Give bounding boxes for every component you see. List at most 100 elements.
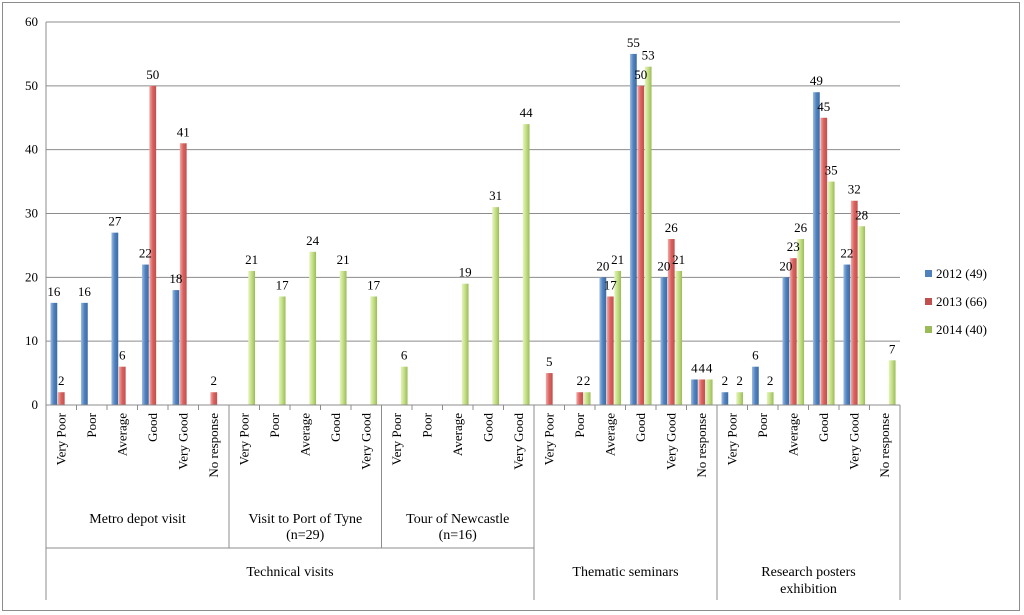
data-label: 35 [825, 163, 838, 178]
legend-swatch [925, 298, 932, 305]
data-label: 19 [459, 265, 472, 280]
group-label: Tour of Newcastle [406, 512, 509, 527]
data-label: 17 [367, 277, 381, 292]
bar-2014 [492, 207, 500, 405]
data-label: 2 [722, 373, 729, 388]
category-label: No response [206, 413, 221, 478]
bar-2012 [599, 277, 607, 405]
bar-2013 [118, 366, 126, 405]
bar-2014 [461, 283, 469, 405]
bar-2013 [210, 392, 218, 405]
top-group-label-sub: exhibition [780, 582, 837, 597]
bar-2012 [751, 366, 759, 405]
category-label: Good [145, 413, 160, 442]
data-label: 49 [810, 73, 823, 88]
category-label: Very Poor [53, 412, 68, 465]
bar-2012 [690, 379, 698, 405]
bar-2012 [50, 302, 58, 405]
bar-2013 [637, 85, 645, 405]
legend-label: 2014 (40) [936, 322, 987, 337]
gridlines [46, 21, 900, 342]
data-label: 20 [657, 258, 670, 273]
category-label: Very Good [511, 413, 526, 470]
data-label: 16 [47, 284, 61, 299]
bars [50, 53, 896, 406]
top-group-label: Thematic seminars [572, 565, 678, 580]
top-group-label: Research posters [761, 565, 855, 580]
data-label: 26 [665, 220, 679, 235]
bar-2013 [576, 392, 584, 405]
data-label: 21 [672, 252, 685, 267]
y-tick-label: 10 [25, 333, 38, 348]
bar-2012 [782, 277, 790, 405]
bar-2013 [606, 296, 614, 405]
bar-2014 [400, 366, 408, 405]
bar-2013 [820, 117, 828, 405]
data-label: 32 [848, 182, 861, 197]
data-label: 55 [627, 35, 640, 50]
category-label: No response [877, 413, 892, 478]
bar-2012 [812, 92, 820, 405]
category-label: Very Poor [236, 412, 251, 465]
bar-2012 [172, 290, 180, 405]
legend-label: 2012 (49) [936, 266, 987, 281]
bar-2012 [141, 264, 149, 405]
category-label: Poor [84, 412, 99, 437]
bar-2014 [614, 270, 622, 405]
bar-2013 [179, 143, 187, 406]
bar-2014 [309, 251, 317, 405]
bar-2014 [370, 296, 378, 405]
bar-2014 [522, 124, 530, 405]
bar-2013 [667, 239, 675, 405]
category-label: Poor [419, 412, 434, 437]
category-label: Very Good [358, 413, 373, 470]
bar-2012 [660, 277, 668, 405]
group-label: Metro depot visit [89, 512, 186, 527]
data-label: 53 [642, 48, 655, 63]
data-label: 50 [634, 67, 647, 82]
category-label: Very Poor [541, 412, 556, 465]
data-label: 6 [401, 348, 408, 363]
data-label: 21 [611, 252, 624, 267]
y-tick-label: 60 [25, 14, 38, 29]
data-label: 23 [787, 239, 800, 254]
data-label: 18 [169, 271, 182, 286]
group-label: Visit to Port of Tyne [248, 512, 362, 527]
bar-2014 [705, 379, 713, 405]
data-label: 41 [177, 124, 190, 139]
category-label: Poor [572, 412, 587, 437]
bar-2012 [843, 264, 851, 405]
bar-2012 [111, 232, 119, 405]
data-label: 2 [211, 373, 218, 388]
bar-2013 [57, 392, 65, 405]
category-label: Average [450, 413, 465, 456]
data-label: 24 [306, 233, 320, 248]
category-label: Average [114, 413, 129, 456]
bar-2014 [888, 360, 896, 405]
data-label: 26 [794, 220, 808, 235]
bar-2013 [149, 85, 157, 405]
bar-2014 [736, 392, 744, 405]
bar-2012 [629, 53, 637, 406]
bar-2014 [675, 270, 683, 405]
category-label: Average [602, 413, 617, 456]
data-label: 27 [108, 214, 122, 229]
data-label: 50 [146, 67, 159, 82]
category-label: No response [694, 413, 709, 478]
data-label: 2 [58, 373, 65, 388]
bar-2013 [698, 379, 706, 405]
data-label: 17 [604, 277, 618, 292]
data-label: 4 [706, 360, 713, 375]
group-label-sub: (n=29) [286, 528, 325, 543]
bar-2014 [827, 181, 835, 405]
data-label: 7 [889, 341, 896, 356]
axes: 0 10 20 30 40 50 60 Very Poor Poor Average Good Ver… [25, 14, 901, 600]
legend-swatch [925, 326, 932, 333]
legend-swatch [925, 270, 932, 277]
bar-2012 [80, 302, 88, 405]
category-label: Very Good [846, 413, 861, 470]
legend: 2012 (49) 2013 (66) 2014 (40) [925, 266, 987, 337]
group-label-sub: (n=16) [439, 528, 478, 543]
